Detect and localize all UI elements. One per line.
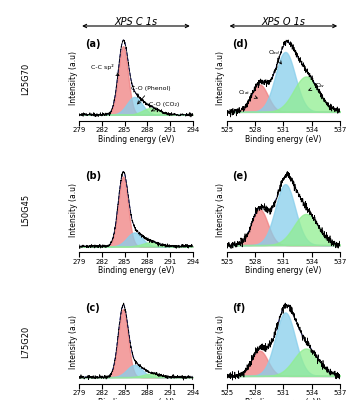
X-axis label: Binding energy (eV): Binding energy (eV) [245,134,322,144]
Text: L50G45: L50G45 [22,194,31,226]
Text: XPS C 1s: XPS C 1s [115,17,158,27]
Text: L25G70: L25G70 [22,62,31,94]
Text: C-O (CO₂): C-O (CO₂) [150,102,180,111]
Text: O$_{ad}$: O$_{ad}$ [268,48,281,64]
X-axis label: Binding energy (eV): Binding energy (eV) [245,398,322,400]
Text: (e): (e) [232,171,248,181]
Y-axis label: Intensity (a.u): Intensity (a.u) [216,52,225,106]
Y-axis label: Intensity (a.u): Intensity (a.u) [69,52,78,106]
Text: O$_{w}$: O$_{w}$ [309,81,325,90]
X-axis label: Binding energy (eV): Binding energy (eV) [98,134,174,144]
Text: (d): (d) [232,39,248,49]
Y-axis label: Intensity (a.u): Intensity (a.u) [216,314,225,368]
Text: (a): (a) [85,39,100,49]
Text: (f): (f) [232,302,246,312]
Y-axis label: Intensity (a.u): Intensity (a.u) [69,314,78,368]
Y-axis label: Intensity (a.u): Intensity (a.u) [69,183,78,237]
X-axis label: Binding energy (eV): Binding energy (eV) [98,266,174,275]
Text: XPS O 1s: XPS O 1s [261,17,305,27]
Text: O$_{lat}$: O$_{lat}$ [238,88,257,98]
Text: C-C sp²: C-C sp² [91,64,119,76]
Y-axis label: Intensity (a.u): Intensity (a.u) [216,183,225,237]
Text: C-O (Phenol): C-O (Phenol) [131,86,171,104]
X-axis label: Binding energy (eV): Binding energy (eV) [98,398,174,400]
X-axis label: Binding energy (eV): Binding energy (eV) [245,266,322,275]
Text: L75G20: L75G20 [22,326,31,358]
Text: (b): (b) [85,171,101,181]
Text: (c): (c) [85,302,100,312]
